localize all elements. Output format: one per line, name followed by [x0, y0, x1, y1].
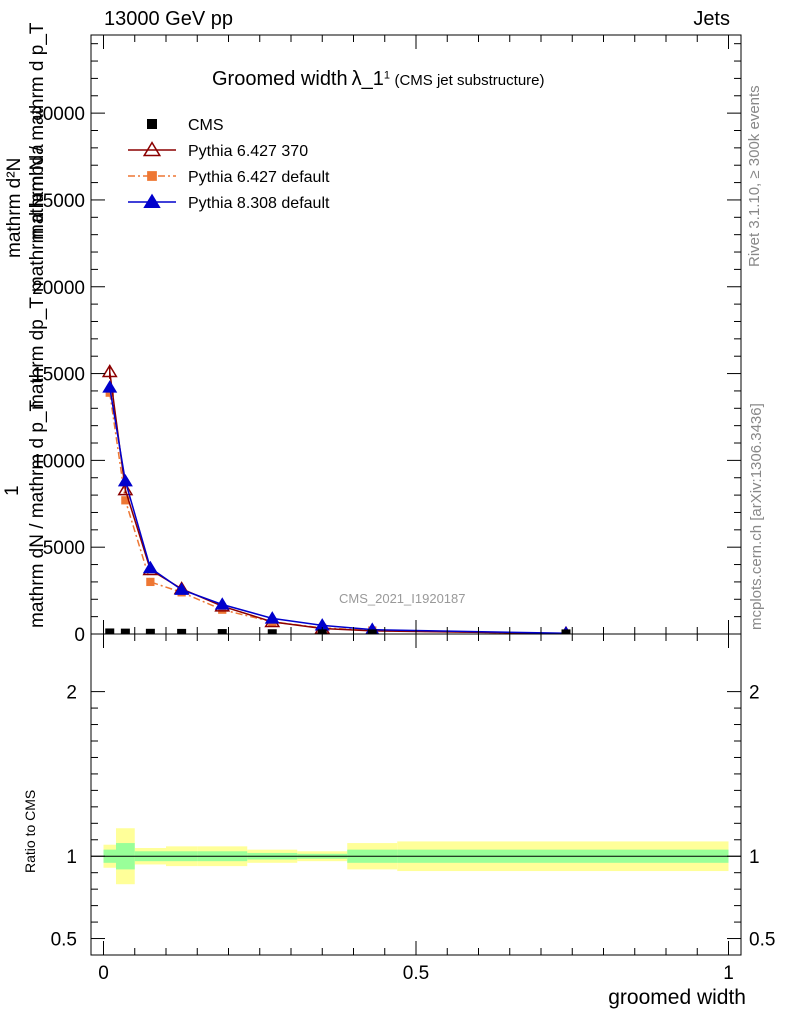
legend: CMS Pythia 6.427 370 Pythia 6.427 default P…	[128, 117, 330, 212]
data-point	[367, 629, 377, 634]
data-point	[174, 582, 190, 595]
title-lambda: λ_1	[351, 68, 384, 90]
main-series	[101, 364, 571, 634]
y-tick-label: 0	[74, 625, 85, 646]
title-main: Groomed width	[212, 68, 348, 90]
series-1	[101, 364, 571, 634]
ratio-y-tick-label: 0.5	[51, 930, 77, 951]
data-point	[117, 473, 133, 487]
ratio-y-tick-label: 1	[66, 847, 77, 868]
mcplots-label: mcplots.cern.ch [arXiv:1306.3436]	[748, 403, 765, 630]
x-axis-title: groomed width	[608, 986, 746, 1009]
ratio-y-tick-label-right: 2	[749, 683, 760, 704]
data-point	[561, 629, 571, 634]
data-point	[145, 628, 155, 634]
data-point	[142, 560, 158, 574]
data-point	[217, 629, 227, 634]
legend-marker	[147, 171, 157, 181]
data-point	[120, 628, 130, 634]
analysis-watermark: CMS_2021_I1920187	[339, 591, 466, 606]
legend-label: Pythia 6.427 370	[188, 143, 308, 160]
data-point	[218, 605, 227, 614]
series-line	[109, 392, 567, 634]
y-tick-label: 15000	[32, 365, 85, 386]
title-sup: 1	[383, 69, 390, 82]
y-tick-label: 10000	[32, 451, 85, 472]
header-right: Jets	[693, 8, 730, 30]
y-tick-label: 5000	[43, 538, 85, 559]
x-tick-label: 0	[98, 963, 109, 984]
legend-marker	[143, 193, 161, 209]
x-tick-label: 0.5	[403, 963, 429, 984]
plot-title: Groomed width λ_11 (CMS jet substructure)	[212, 68, 545, 91]
series-3	[102, 380, 571, 634]
legend-label: Pythia 8.308 default	[188, 195, 330, 212]
y-tick-label: 25000	[32, 191, 85, 212]
legend-marker	[142, 141, 162, 157]
ylabel-line-1: mathrm dN / mathrm d p_T	[27, 399, 48, 628]
rivet-label: Rivet 3.1.10, ≥ 300k events	[746, 85, 763, 267]
data-point	[102, 380, 118, 393]
ratio-y-tick-label-right: 0.5	[749, 930, 775, 951]
data-point	[214, 597, 230, 610]
ratio-y-tick-label-right: 1	[749, 847, 760, 868]
title-sub: (CMS jet substructure)	[394, 72, 545, 89]
ylabel-line-4: mathrm N / mathrm d p_T	[27, 22, 48, 241]
header-left: 13000 GeV pp	[104, 8, 233, 30]
y-tick-label: 20000	[32, 278, 85, 299]
y-tick-label: 30000	[32, 104, 85, 125]
data-point	[177, 628, 187, 634]
data-point	[267, 629, 277, 634]
ylabel-line-3: mathrm d²N	[4, 157, 25, 258]
data-point	[264, 611, 280, 624]
ylabel-one: 1	[2, 485, 23, 496]
legend-label: Pythia 6.427 default	[188, 169, 330, 186]
x-tick-label: 1	[723, 963, 734, 984]
ratio-y-tick-label: 2	[66, 683, 77, 704]
series-2	[105, 388, 571, 634]
data-point	[101, 364, 118, 378]
data-point	[105, 628, 115, 634]
data-point	[105, 388, 114, 397]
axes: 0 5000 10000 15000 20000 25000 30000 0 0.5 1 0.5 0.…	[32, 35, 775, 984]
ratio-y-title: Ratio to CMS	[22, 789, 38, 873]
data-point	[117, 482, 134, 496]
data-point	[121, 496, 130, 505]
ratio-frame	[90, 633, 742, 956]
legend-label: CMS	[188, 117, 224, 134]
data-point	[146, 577, 155, 587]
legend-marker	[147, 119, 157, 129]
